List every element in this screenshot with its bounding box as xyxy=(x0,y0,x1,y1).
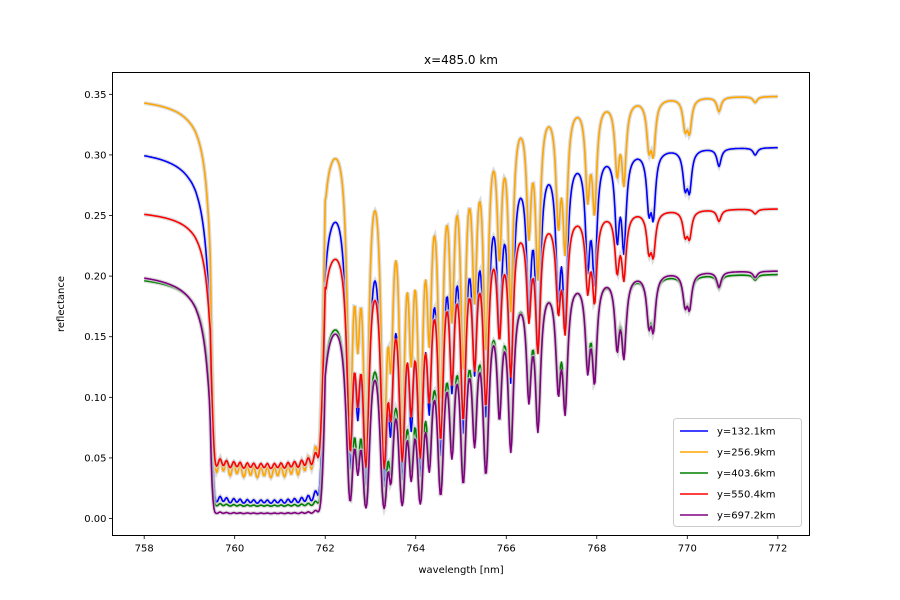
y-tick-label: 0.05 xyxy=(84,453,106,464)
x-tick-label: 764 xyxy=(406,544,425,555)
x-tick-label: 766 xyxy=(497,544,516,555)
legend-label: y=132.1km xyxy=(717,427,775,438)
y-tick-label: 0.25 xyxy=(84,211,106,222)
legend-frame xyxy=(673,418,802,527)
y-axis-label: reflectance xyxy=(56,276,67,332)
x-tick-label: 772 xyxy=(768,544,787,555)
x-tick-label: 760 xyxy=(225,544,244,555)
chart-title: x=485.0 km xyxy=(424,53,498,67)
y-tick-label: 0.30 xyxy=(84,150,106,161)
y-tick-label: 0.35 xyxy=(84,90,106,101)
x-tick-label: 758 xyxy=(135,544,154,555)
legend-label: y=697.2km xyxy=(717,511,775,522)
legend: y=132.1km y=256.9km y=403.6km y=550.4km y=69… xyxy=(673,418,802,527)
y-axis: 0.00 0.05 0.10 0.15 0.20 0.25 0.30 0.35 xyxy=(84,90,113,525)
y-tick-label: 0.10 xyxy=(84,393,106,404)
y-tick-label: 0.00 xyxy=(84,514,106,525)
legend-label: y=256.9km xyxy=(717,448,775,459)
series-line-y=697.2km xyxy=(144,270,778,515)
x-tick-label: 770 xyxy=(678,544,697,555)
x-axis: 758 760 762 764 766 768 770 772 xyxy=(135,535,787,555)
series-line-y=256.9km xyxy=(144,95,778,479)
x-tick-label: 768 xyxy=(587,544,606,555)
plot-frame xyxy=(112,72,810,536)
legend-label: y=403.6km xyxy=(717,469,775,480)
y-tick-label: 0.15 xyxy=(84,332,106,343)
legend-label: y=550.4km xyxy=(717,490,775,501)
x-axis-label: wavelength [nm] xyxy=(418,565,503,576)
y-tick-label: 0.20 xyxy=(84,272,106,283)
x-tick-label: 762 xyxy=(316,544,335,555)
series-layer xyxy=(143,94,779,517)
series-line-y=550.4km xyxy=(144,208,778,470)
